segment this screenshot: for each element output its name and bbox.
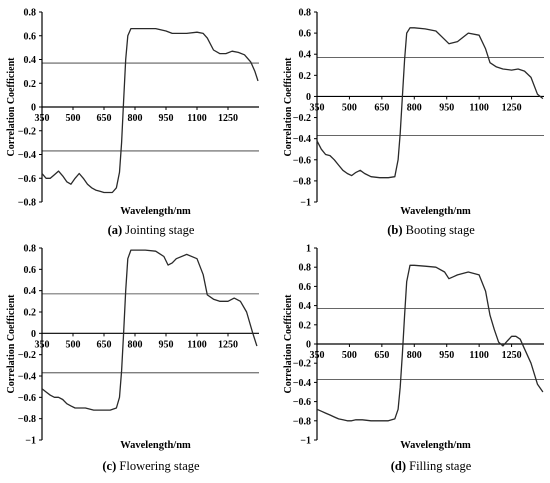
x-tick-label: 800	[407, 102, 422, 113]
x-axis-title: Wavelength/nm	[120, 206, 191, 217]
x-tick-label: 350	[35, 113, 50, 124]
y-tick-label: 1	[306, 244, 311, 255]
x-tick-label: 1100	[469, 350, 488, 361]
y-tick-label: −0.8	[293, 176, 311, 187]
y-tick-label: 0	[306, 92, 311, 103]
y-axis-title: Correlation Coefficient	[6, 294, 17, 394]
x-tick-label: 500	[66, 113, 81, 124]
x-tick-label: 800	[128, 339, 143, 350]
y-tick-label: −0.8	[18, 414, 36, 425]
y-tick-label: 0.4	[299, 50, 312, 61]
y-tick-label: −0.8	[293, 416, 311, 427]
x-tick-label: 650	[97, 339, 112, 350]
x-tick-label: 800	[128, 113, 143, 124]
x-tick-label: 350	[35, 339, 50, 350]
x-tick-label: 950	[159, 339, 174, 350]
y-tick-label: −0.6	[293, 155, 311, 166]
y-tick-label: 0.8	[24, 244, 37, 255]
y-tick-label: −0.6	[293, 397, 311, 408]
x-tick-label: 500	[66, 339, 81, 350]
y-tick-label: 0.4	[24, 55, 37, 66]
panel-caption: (c) Flowering stage	[102, 459, 200, 473]
x-tick-label: 1250	[218, 339, 238, 350]
y-tick-label: 0.8	[24, 8, 37, 19]
x-tick-label: 950	[439, 102, 454, 113]
y-tick-label: 0.4	[299, 301, 312, 312]
caption-letter: (c)	[102, 459, 116, 473]
panel-c: −1 −0.8 −0.6 −0.4 −0.2 0 0.2 0.4 0.6 0.8 350 500 650…	[6, 244, 259, 473]
panel-b: −1 −0.8 −0.6 −0.4 −0.2 0 0.2 0.4 0.6 0.8 350 500 650…	[283, 8, 544, 237]
y-axis-title: Correlation Coefficient	[283, 57, 294, 157]
y-tick-label: −0.2	[18, 126, 36, 137]
y-tick-label: −0.4	[293, 378, 311, 389]
x-tick-label: 350	[310, 350, 325, 361]
caption-letter: (a)	[108, 223, 123, 237]
y-tick-label: −0.4	[293, 134, 311, 145]
x-tick-label: 500	[342, 350, 357, 361]
x-tick-label: 1250	[502, 350, 522, 361]
y-tick-label: 0.2	[24, 308, 37, 319]
x-tick-label: 650	[374, 350, 389, 361]
y-axis-title: Correlation Coefficient	[6, 57, 17, 157]
y-tick-label: −0.4	[18, 372, 36, 383]
y-tick-label: 0	[31, 103, 36, 114]
y-tick-label: 0.2	[299, 320, 312, 331]
caption-text: Booting stage	[403, 223, 476, 237]
x-tick-label: 950	[159, 113, 174, 124]
y-tick-label: −0.8	[18, 198, 36, 209]
panel-a: −0.8 −0.6 −0.4 −0.2 0 0.2 0.4 0.6 0.8 350 500 650 80…	[6, 8, 259, 237]
panel-caption: (a) Jointing stage	[108, 223, 195, 237]
y-tick-label: 0.2	[299, 71, 312, 82]
x-axis-title: Wavelength/nm	[400, 440, 471, 451]
y-tick-label: −0.4	[18, 150, 36, 161]
panel-caption: (d) Filling stage	[391, 459, 472, 473]
y-tick-label: −0.2	[293, 359, 311, 370]
y-tick-label: 0.8	[299, 263, 312, 274]
x-tick-label: 650	[97, 113, 112, 124]
y-tick-label: −1	[300, 198, 311, 209]
caption-text: Filling stage	[406, 459, 472, 473]
y-tick-label: 0	[306, 340, 311, 351]
x-axis-title: Wavelength/nm	[400, 206, 471, 217]
x-tick-label: 1250	[218, 113, 238, 124]
x-tick-label: 650	[374, 102, 389, 113]
y-tick-label: 0.8	[299, 8, 312, 19]
panel-caption: (b) Booting stage	[387, 223, 475, 237]
caption-text: Flowering stage	[116, 459, 200, 473]
y-tick-label: −1	[300, 436, 311, 447]
caption-text: Jointing stage	[122, 223, 195, 237]
panel-d: −1 −0.8 −0.6 −0.4 −0.2 0 0.2 0.4 0.6 0.8 1 350 500 65…	[283, 244, 544, 473]
y-tick-label: −1	[25, 436, 36, 447]
y-axis-title: Correlation Coefficient	[283, 294, 294, 394]
correlation-curve	[41, 249, 258, 411]
x-tick-label: 950	[439, 350, 454, 361]
correlation-curve	[316, 264, 544, 422]
x-tick-label: 1100	[187, 339, 206, 350]
x-tick-label: 500	[342, 102, 357, 113]
caption-letter: (d)	[391, 459, 406, 473]
y-tick-label: −0.2	[18, 350, 36, 361]
y-tick-label: 0.2	[24, 79, 37, 90]
y-tick-label: −0.2	[293, 113, 311, 124]
y-tick-label: −0.6	[18, 174, 36, 185]
correlation-curve	[41, 27, 259, 194]
x-tick-label: 1250	[502, 102, 522, 113]
y-tick-label: 0.6	[24, 265, 37, 276]
x-tick-label: 1100	[469, 102, 488, 113]
x-axis-title: Wavelength/nm	[120, 440, 191, 451]
y-tick-label: 0	[31, 329, 36, 340]
y-tick-label: 0.6	[24, 31, 37, 42]
caption-letter: (b)	[387, 223, 402, 237]
y-tick-label: 0.6	[299, 29, 312, 40]
x-tick-label: 1100	[187, 113, 206, 124]
x-tick-label: 800	[407, 350, 422, 361]
y-tick-label: 0.4	[24, 286, 37, 297]
correlation-curve	[316, 27, 544, 179]
y-tick-label: −0.6	[18, 393, 36, 404]
y-tick-label: 0.6	[299, 282, 312, 293]
x-tick-label: 350	[310, 102, 325, 113]
